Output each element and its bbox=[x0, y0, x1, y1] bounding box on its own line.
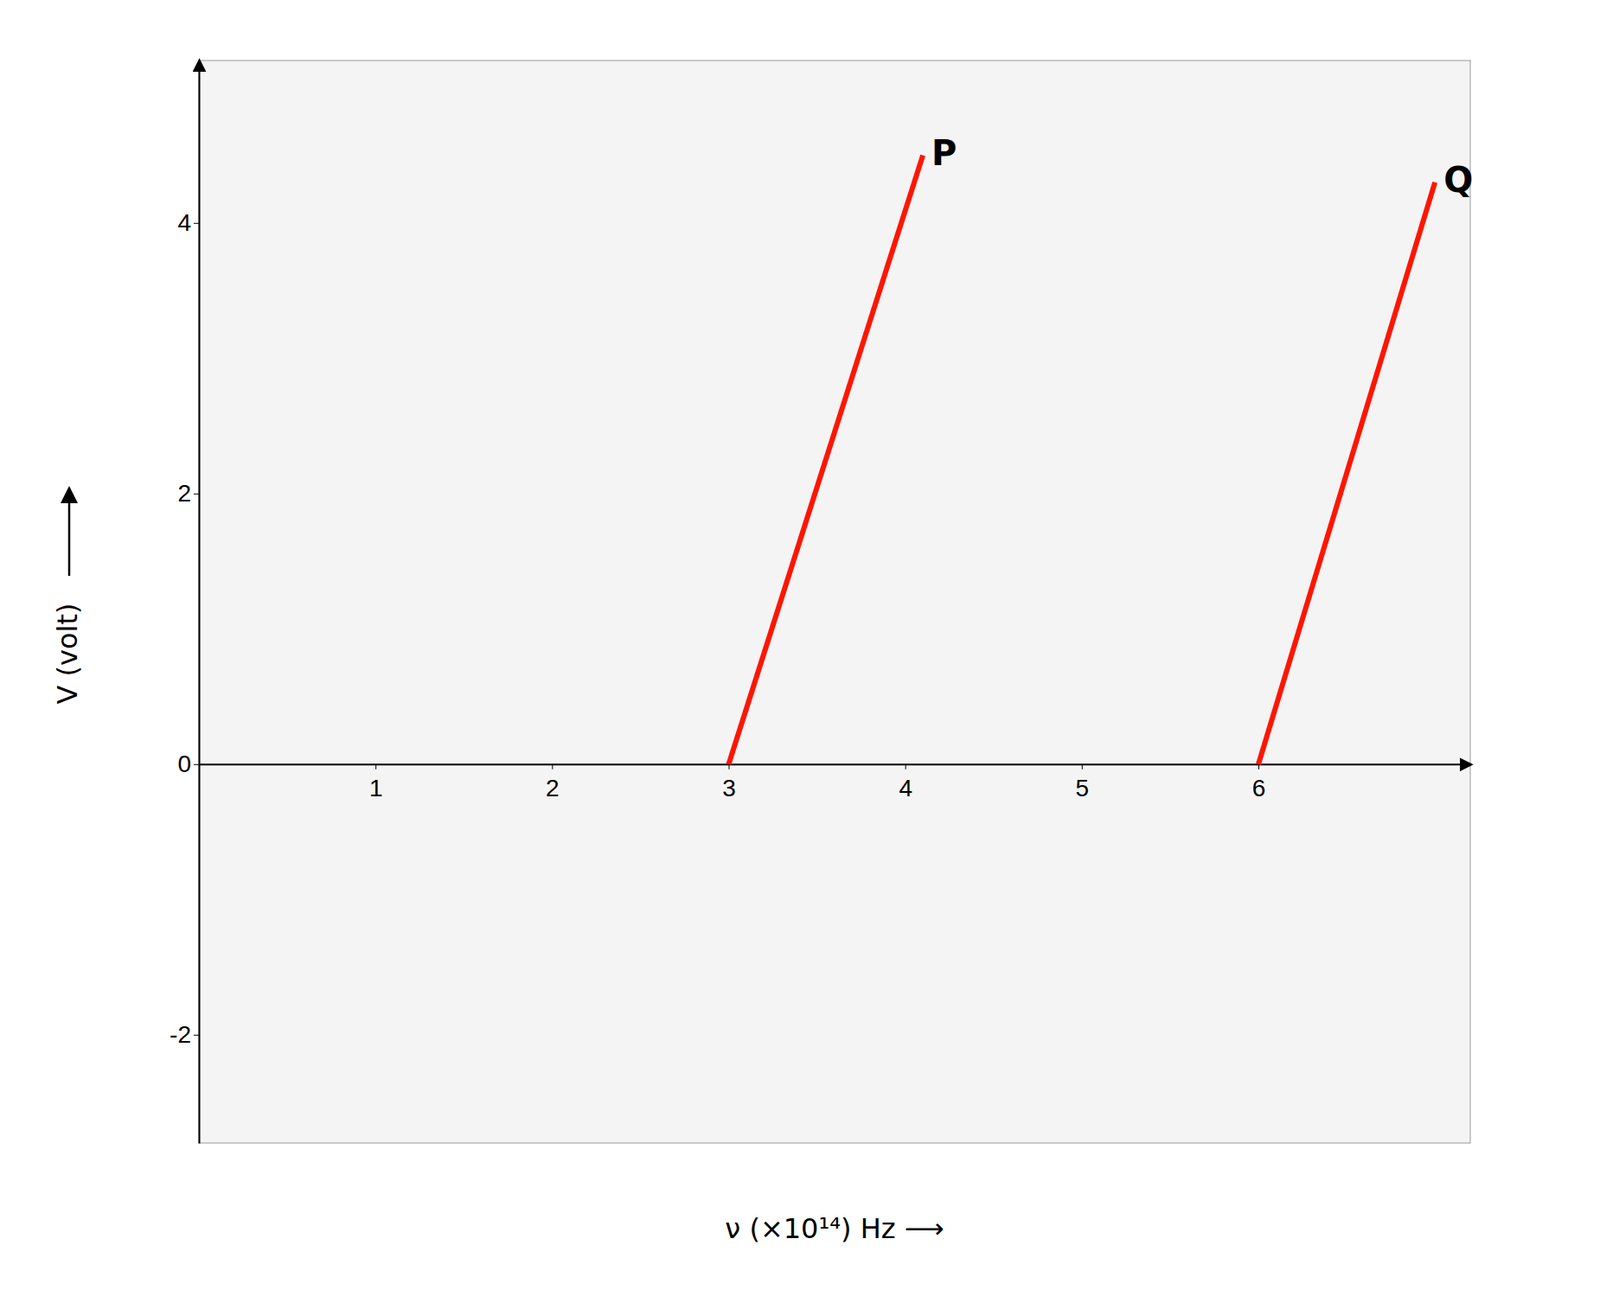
x-tick-mark bbox=[1081, 764, 1083, 770]
series-label: P bbox=[931, 133, 957, 173]
x-tick-label: 3 bbox=[722, 774, 736, 802]
y-tick: 4 bbox=[177, 209, 199, 237]
x-tick: 4 bbox=[898, 764, 913, 802]
x-tick-mark bbox=[729, 764, 730, 770]
y-tick: 0 bbox=[177, 750, 199, 778]
y-axis: -2 0 2 4 bbox=[169, 61, 199, 1145]
x-tick-label: 2 bbox=[545, 774, 560, 802]
x-tick-mark bbox=[375, 764, 377, 770]
y-tick-label: 4 bbox=[177, 209, 192, 237]
x-axis: 1 2 3 4 5 6 bbox=[199, 764, 1472, 802]
chart: 123456-2024PQν (×10¹⁴) Hz ⟶V (volt) bbox=[0, 0, 1600, 1290]
plot-frame bbox=[198, 60, 1471, 1144]
y-tick: 2 bbox=[177, 480, 199, 507]
x-tick-mark bbox=[1258, 764, 1260, 770]
x-tick-label: 1 bbox=[369, 774, 384, 802]
x-axis-line bbox=[199, 763, 1472, 766]
x-tick: 2 bbox=[545, 764, 560, 802]
x-tick: 3 bbox=[722, 764, 736, 802]
y-tick: -2 bbox=[169, 1021, 199, 1049]
x-axis-title: ν (×10¹⁴) Hz ⟶ bbox=[724, 1212, 944, 1246]
y-tick-label: -2 bbox=[169, 1021, 192, 1049]
y-tick-mark bbox=[193, 493, 199, 495]
y-tick-label: 2 bbox=[177, 480, 192, 507]
x-tick: 5 bbox=[1075, 764, 1090, 802]
series-label: Q bbox=[1443, 160, 1473, 200]
y-axis-title-arrow bbox=[68, 489, 71, 576]
x-tick-label: 5 bbox=[1075, 774, 1090, 802]
y-tick-mark bbox=[193, 764, 199, 766]
x-tick-label: 6 bbox=[1252, 774, 1267, 802]
x-tick-mark bbox=[905, 764, 907, 770]
line-0 bbox=[729, 155, 924, 765]
y-axis-title: V (volt) bbox=[51, 603, 84, 705]
x-tick: 6 bbox=[1252, 764, 1267, 802]
y-tick-mark bbox=[193, 223, 199, 224]
x-tick-label: 4 bbox=[898, 774, 913, 802]
line-labels: PQ bbox=[931, 133, 1473, 200]
x-tick: 1 bbox=[369, 764, 384, 802]
lines bbox=[729, 155, 1436, 765]
line-1 bbox=[1258, 182, 1435, 765]
x-tick-mark bbox=[551, 764, 553, 770]
y-tick-label: 0 bbox=[177, 750, 192, 778]
y-tick-mark bbox=[193, 1035, 199, 1037]
plot: 123456-2024PQ bbox=[169, 60, 1473, 1145]
